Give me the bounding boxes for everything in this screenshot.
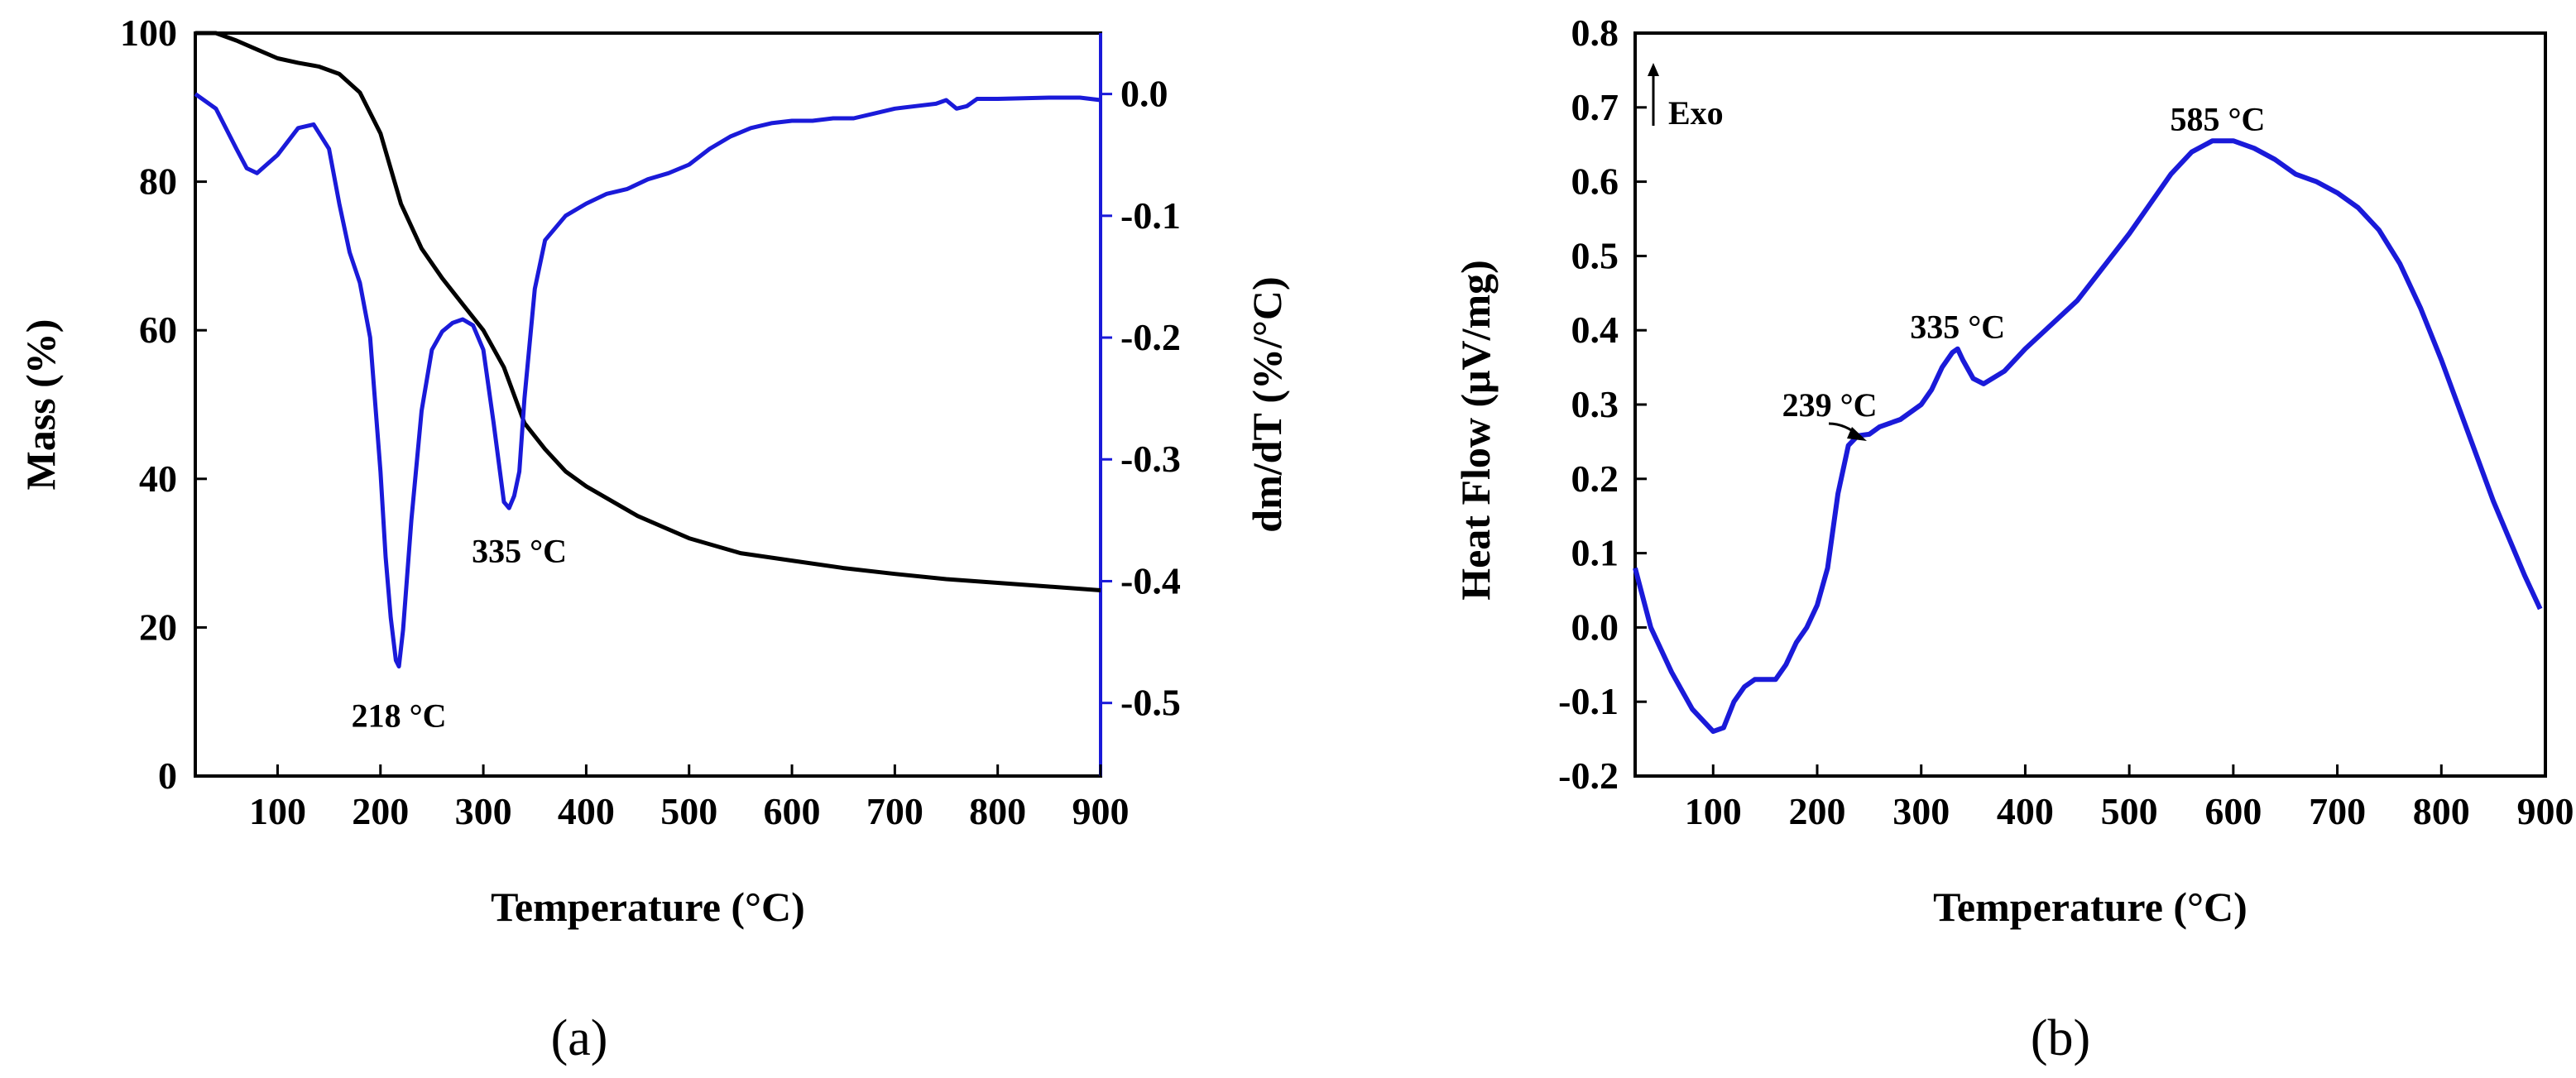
annotation-239-arrow-head [1847,427,1867,441]
panel-b-frame [1633,31,2547,778]
panel-a: 100 200 300 400 500 600 700 800 900 0 20 40 60 80 100… [17,12,1290,1066]
y2-tick-label: -0.3 [1120,438,1181,480]
y2-tick-label: 0.0 [1120,73,1168,115]
panel-b-x-label: Temperature (°C) [1933,884,2247,930]
y2-tick-label: -0.1 [1120,194,1181,237]
mass-curve [195,31,1101,592]
y-tick-label: 60 [139,309,177,351]
y-tick-label: 0.8 [1571,12,1619,54]
x-tick-label: 200 [352,790,409,832]
panel-b-y-label: Heat Flow (μV/mg) [1452,260,1499,601]
x-tick-label: 400 [558,790,615,832]
panel-a-label: (a) [551,1010,608,1066]
x-tick-label: 900 [1072,790,1130,832]
x-tick-label: 400 [1997,790,2054,832]
y2-tick-label: -0.5 [1120,682,1181,724]
panel-b-label: (b) [2031,1010,2090,1066]
panel-b-x-ticks: 100 200 300 400 500 600 700 800 900 [1685,764,2574,832]
x-tick-label: 500 [2101,790,2158,832]
y-tick-label: 0.2 [1571,458,1619,500]
x-tick-label: 100 [249,790,306,832]
x-tick-label: 600 [764,790,821,832]
y-tick-label: 0.6 [1571,161,1619,203]
x-tick-label: 200 [1789,790,1846,832]
y-tick-label: 0.1 [1571,532,1619,574]
x-tick-label: 700 [866,790,923,832]
annotation-335-a: 335 °C [472,533,567,570]
exo-arrow-head [1648,63,1659,76]
y-tick-label: 0.4 [1571,309,1619,351]
annotation-218: 218 °C [352,697,447,734]
x-tick-label: 900 [2517,790,2574,832]
y-tick-label: 20 [139,606,177,648]
x-tick-label: 300 [1892,790,1950,832]
x-tick-label: 100 [1685,790,1742,832]
x-tick-label: 600 [2204,790,2262,832]
y-tick-label: 0.5 [1571,234,1619,276]
panel-a-y-ticks: 0 20 40 60 80 100 [120,12,207,797]
x-tick-label: 800 [2413,790,2470,832]
y2-tick-label: -0.2 [1120,316,1181,358]
annotation-335-b: 335 °C [1910,309,2005,346]
x-tick-label: 300 [455,790,512,832]
y-tick-label: 100 [120,12,177,54]
panel-a-x-label: Temperature (°C) [491,884,805,930]
y-tick-label: 0.0 [1571,606,1619,648]
dmdt-curve [194,92,1101,668]
x-tick-label: 500 [660,790,717,832]
exo-label: Exo [1668,94,1724,132]
heat-flow-curve [1633,138,2543,735]
x-tick-label: 700 [2309,790,2366,832]
y-tick-label: 0.7 [1571,86,1619,128]
y-tick-label: -0.1 [1558,680,1619,722]
panel-a-frame [194,31,1102,778]
panel-b-y-ticks: -0.2 -0.1 0.0 0.1 0.2 0.3 0.4 0.5 0.6 0.7 0.8 [1558,12,1647,797]
panel-b: 100 200 300 400 500 600 700 800 900 -0.2 -0.1 0.0 0… [1452,12,2574,1066]
panel-a-y-label: Mass (%) [17,319,64,491]
y-tick-label: 0.3 [1571,383,1619,425]
panel-a-y2-label: dm/dT (%/°C) [1244,276,1290,532]
y-tick-label: 0 [158,755,177,797]
annotation-239: 239 °C [1782,386,1878,424]
y2-tick-label: -0.4 [1120,559,1181,601]
y-tick-label: 40 [139,458,177,500]
x-tick-label: 800 [969,790,1026,832]
panel-a-x-ticks: 100 200 300 400 500 600 700 800 900 [249,764,1130,832]
y-tick-label: 80 [139,161,177,203]
panel-a-y2-ticks: -0.5 -0.4 -0.3 -0.2 -0.1 0.0 [1101,73,1181,724]
y-tick-label: -0.2 [1558,755,1619,797]
annotation-585: 585 °C [2171,100,2266,137]
